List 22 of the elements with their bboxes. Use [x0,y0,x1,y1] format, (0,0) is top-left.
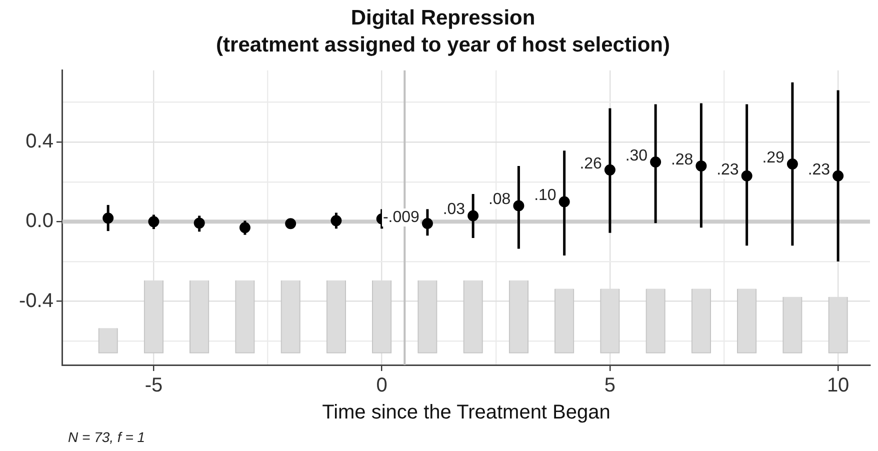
text: N = 73, f = 1 [68,428,146,445]
x-tick-label: 0 [376,374,388,397]
y-tick-label: 0.4 [26,130,54,153]
x-tick-label: -5 [144,374,163,397]
chart-subtitle: (treatment assigned to year of host selection) [216,34,670,57]
data-label: .28 [670,151,694,168]
x-tick-label: 10 [826,374,850,397]
data-label: .10 [534,187,556,204]
data-label: .03 [442,201,466,218]
data-label: .08 [488,191,511,208]
data-label: -.009 [382,208,420,226]
data-label: .30 [625,147,648,164]
x-axis-title: Time since the Treatment Began [322,402,610,424]
data-label: .26 [580,155,602,172]
y-tick-label: -0.4 [18,290,54,312]
data-label: .23 [808,161,830,178]
y-tick-label: 0.0 [26,210,54,232]
x-tick-label: 5 [604,374,616,397]
chart-title: Digital Repression [350,6,536,30]
data-label: .29 [762,149,785,166]
point [285,218,296,230]
data-label: .23 [716,161,739,178]
